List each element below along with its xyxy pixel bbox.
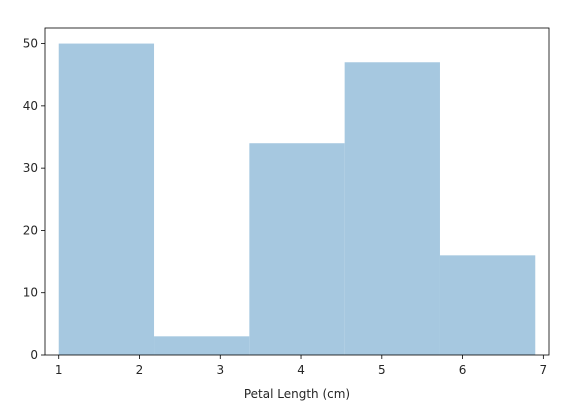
- x-tick-label: 7: [540, 363, 548, 377]
- histogram-bar-2: [154, 336, 250, 355]
- x-tick-label: 2: [136, 363, 144, 377]
- y-tick-label: 10: [23, 286, 38, 300]
- x-axis-label: Petal Length (cm): [244, 387, 350, 401]
- histogram-bar-1: [58, 43, 155, 355]
- x-tick-label: 6: [459, 363, 467, 377]
- x-ticks: 1 2 3 4 5 6 7: [55, 355, 547, 377]
- y-tick-label: 30: [23, 161, 38, 175]
- y-ticks: 0 10 20 30 40 50: [23, 37, 45, 362]
- plot-frame: [44, 27, 550, 356]
- y-tick-label: 20: [23, 223, 38, 237]
- y-tick-label: 0: [30, 348, 38, 362]
- x-tick-label: 3: [216, 363, 224, 377]
- y-tick-label: 50: [23, 37, 38, 51]
- x-tick-label: 4: [297, 363, 305, 377]
- x-tick-label: 1: [55, 363, 63, 377]
- histogram-bar-4: [344, 62, 440, 355]
- x-tick-label: 5: [378, 363, 386, 377]
- histogram-bar-5: [439, 255, 536, 355]
- y-tick-label: 40: [23, 99, 38, 113]
- bars-layer: [58, 43, 536, 355]
- histogram-bar-3: [249, 143, 345, 355]
